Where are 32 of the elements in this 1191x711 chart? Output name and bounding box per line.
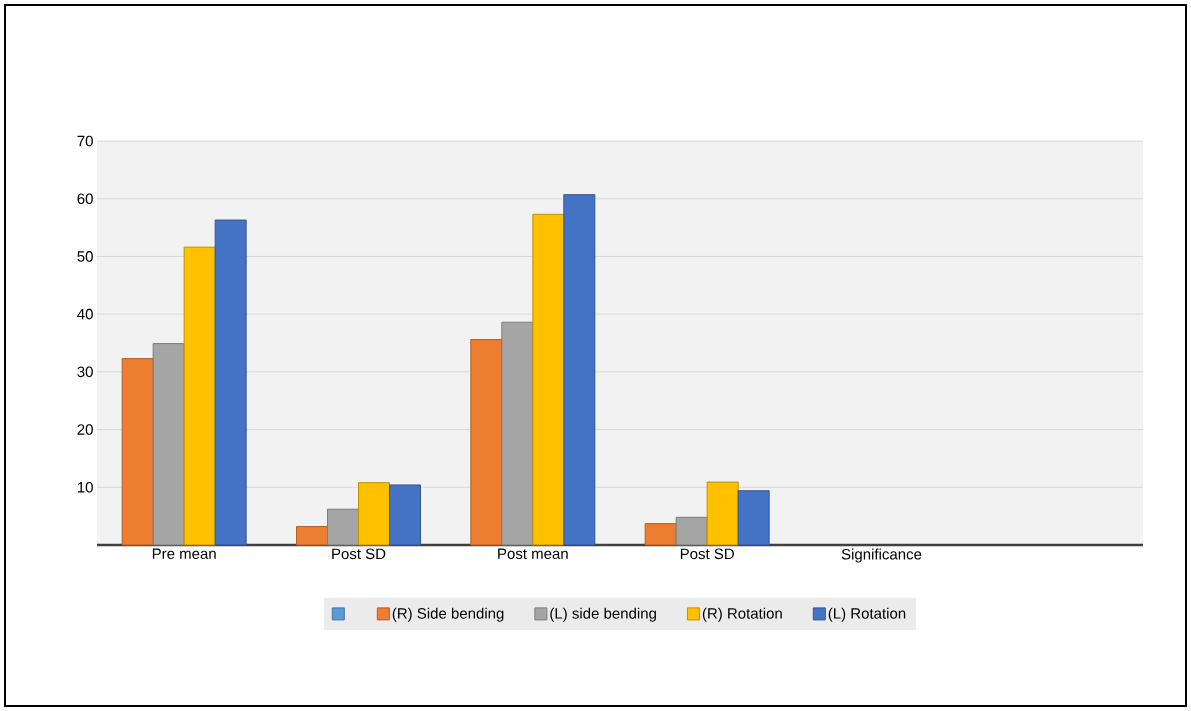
bar bbox=[296, 526, 329, 546]
y-tick-label: 60 bbox=[77, 193, 93, 205]
bar bbox=[563, 194, 596, 546]
x-tick-label: Post SD bbox=[680, 548, 734, 560]
x-tick-label: Post SD bbox=[332, 548, 386, 560]
bar bbox=[389, 484, 421, 546]
bar bbox=[327, 508, 359, 546]
bar bbox=[152, 343, 185, 546]
bar bbox=[121, 358, 154, 546]
y-tick-label: 50 bbox=[77, 251, 93, 262]
bar bbox=[737, 490, 770, 546]
x-tick-label: Post mean bbox=[498, 548, 568, 559]
bar bbox=[532, 213, 565, 546]
bar bbox=[358, 482, 391, 546]
bar bbox=[214, 219, 247, 546]
bar bbox=[644, 523, 677, 546]
bar bbox=[675, 516, 708, 546]
bar bbox=[470, 339, 503, 546]
y-tick-label: 20 bbox=[77, 424, 93, 435]
y-tick-label: 70 bbox=[77, 135, 93, 147]
x-tick-label: Pre mean bbox=[152, 548, 216, 559]
y-tick-label: 40 bbox=[77, 308, 93, 320]
x-tick-label: Significance bbox=[841, 548, 922, 563]
legend-label: (L) Rotation bbox=[828, 607, 906, 622]
y-tick-label: 30 bbox=[77, 366, 93, 378]
legend-label: (L) side bending bbox=[550, 607, 656, 622]
bar bbox=[183, 246, 216, 546]
y-tick-label: 10 bbox=[77, 481, 93, 493]
legend-label: (R) Rotation bbox=[702, 607, 782, 622]
bar bbox=[706, 481, 739, 546]
legend-label: (R) Side bending bbox=[392, 607, 504, 622]
bar bbox=[501, 321, 534, 546]
